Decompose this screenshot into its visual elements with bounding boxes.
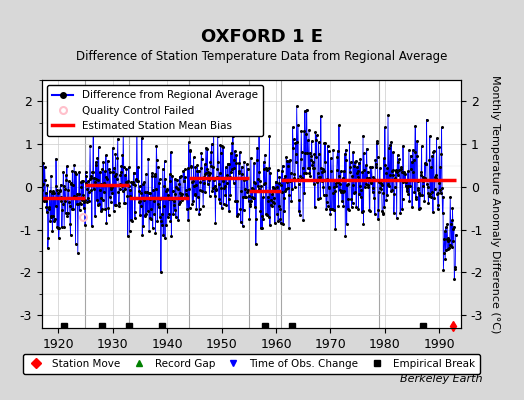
Text: Difference of Station Temperature Data from Regional Average: Difference of Station Temperature Data f… xyxy=(77,50,447,63)
Legend: Station Move, Record Gap, Time of Obs. Change, Empirical Break: Station Move, Record Gap, Time of Obs. C… xyxy=(23,354,480,374)
Text: OXFORD 1 E: OXFORD 1 E xyxy=(201,28,323,46)
Legend: Difference from Regional Average, Quality Control Failed, Estimated Station Mean: Difference from Regional Average, Qualit… xyxy=(47,85,263,136)
Text: Berkeley Earth: Berkeley Earth xyxy=(400,374,482,384)
Y-axis label: Monthly Temperature Anomaly Difference (°C): Monthly Temperature Anomaly Difference (… xyxy=(490,75,500,333)
